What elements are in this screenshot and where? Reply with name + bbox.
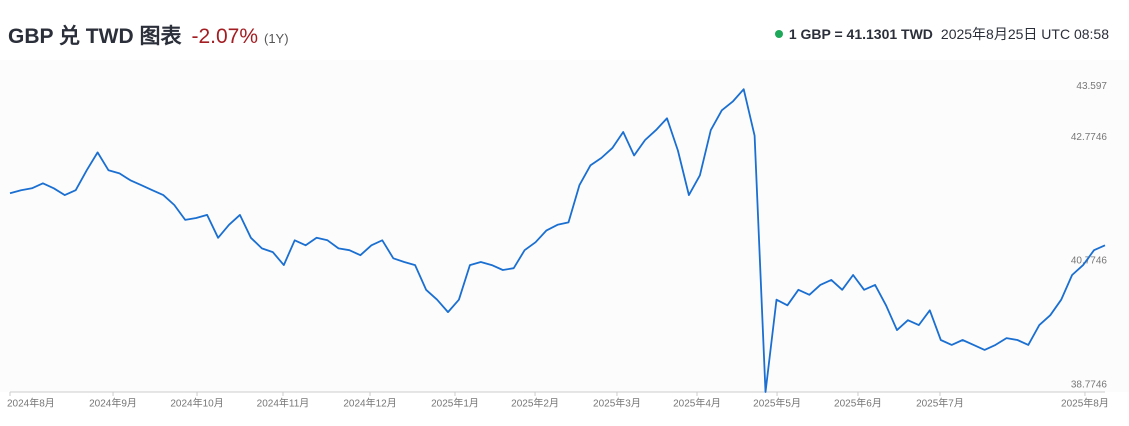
x-tick-label: 2025年7月 — [916, 397, 964, 410]
status-dot — [774, 30, 783, 38]
x-tick-label: 2024年8月 — [7, 397, 55, 410]
x-tick-label: 2025年2月 — [511, 397, 559, 410]
price-line — [9, 88, 1106, 393]
x-tick-label: 2024年11月 — [257, 397, 310, 410]
rate-info: 1 GBP = 41.1301 TWD 2025年8月25日 UTC 08:58 — [774, 24, 1109, 44]
header: GBP 兑 TWD 图表 -2.07% (1Y) — [8, 20, 289, 50]
timestamp: 2025年8月25日 UTC 08:58 — [940, 26, 1109, 42]
x-tick-label: 2025年6月 — [834, 397, 882, 410]
y-tick-label: 42.7746 — [1071, 132, 1108, 143]
change: -2.07% — [191, 25, 258, 48]
y-tick-label: 40.7746 — [1071, 256, 1108, 267]
x-tick-label: 2024年9月 — [89, 397, 137, 410]
chart-title: GBP 兑 TWD 图表 — [8, 25, 182, 48]
x-tick-label: 2025年1月 — [431, 397, 479, 410]
x-tick-label: 2024年10月 — [170, 397, 223, 410]
y-tick-label: 38.7746 — [1071, 380, 1108, 391]
y-tick-label: 43.597 — [1076, 81, 1107, 92]
period: (1Y) — [264, 31, 289, 46]
x-tick-label: 2025年4月 — [673, 397, 721, 410]
rate: 1 GBP = 41.1301 TWD — [788, 26, 933, 42]
x-tick-label: 2024年12月 — [343, 397, 396, 410]
x-tick-label: 2025年5月 — [753, 397, 801, 410]
x-tick-label: 2025年8月 — [1061, 397, 1109, 410]
plot-background — [0, 60, 1129, 392]
x-tick-label: 2025年3月 — [593, 397, 641, 410]
